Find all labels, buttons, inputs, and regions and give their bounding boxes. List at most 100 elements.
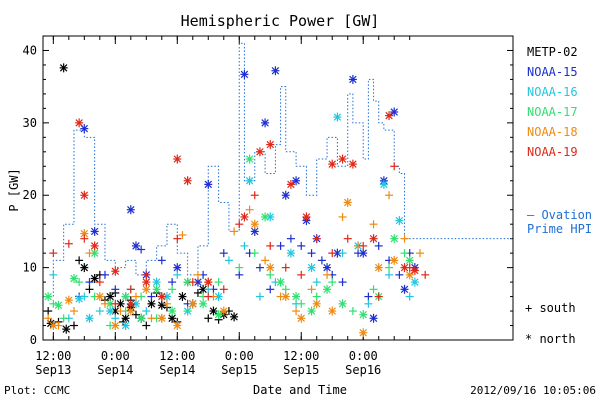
south-marker [137, 245, 146, 254]
north-marker [59, 63, 68, 73]
south-marker [400, 249, 409, 258]
footer-credit: Plot: CCMC [4, 384, 70, 397]
north-marker [173, 321, 182, 331]
south-marker [235, 270, 244, 279]
north-marker [369, 313, 378, 323]
south-marker [307, 249, 316, 258]
south-marker [385, 263, 394, 272]
legend-entry-noaa-19: NOAA-19 [527, 145, 578, 159]
south-marker [286, 234, 295, 243]
north-marker [281, 292, 290, 302]
south-marker [100, 299, 109, 308]
south-marker [85, 249, 94, 258]
south-marker [390, 162, 399, 171]
south-marker [111, 314, 120, 323]
south-marker [348, 307, 357, 316]
y-axis-label: P [GW] [7, 168, 21, 211]
north-marker [266, 263, 275, 273]
south-marker [338, 249, 347, 258]
north-marker [271, 66, 280, 76]
south-marker [369, 220, 378, 229]
north-marker [266, 140, 275, 150]
north-marker [188, 299, 197, 309]
south-marker [261, 256, 270, 265]
south-marker [235, 220, 244, 229]
south-marker [69, 307, 78, 316]
north-marker [193, 277, 202, 287]
south-marker [230, 227, 239, 236]
x-tick-label-date: Sep14 [97, 363, 133, 377]
north-marker [219, 306, 228, 316]
north-marker [276, 277, 285, 287]
x-tick-label-date: Sep15 [221, 363, 257, 377]
north-marker [157, 292, 166, 302]
north-marker [307, 263, 316, 273]
south-marker [168, 285, 177, 294]
north-marker [323, 263, 332, 273]
south-marker [44, 314, 53, 323]
south-marker [276, 241, 285, 250]
north-marker [49, 321, 58, 331]
south-marker [224, 256, 233, 265]
legend-entry-noaa-15: NOAA-15 [527, 65, 578, 79]
south-marker [204, 292, 213, 301]
north-marker [69, 273, 78, 283]
north-marker [410, 277, 419, 287]
plot-area [42, 35, 514, 341]
south-marker [131, 310, 140, 319]
x-tick-label-date: Sep16 [345, 363, 381, 377]
south-marker [240, 241, 249, 250]
north-marker [261, 118, 270, 128]
north-marker [209, 306, 218, 316]
south-marker [400, 234, 409, 243]
south-marker [281, 263, 290, 272]
south-marker [266, 270, 275, 279]
north-marker [64, 295, 73, 305]
north-marker [75, 294, 84, 304]
south-marker [116, 307, 125, 316]
north-marker [302, 212, 311, 222]
north-marker [121, 292, 130, 302]
north-marker [157, 313, 166, 323]
south-marker [44, 307, 53, 316]
y-axis: 0 10 20 30 40 [23, 43, 513, 347]
south-marker [307, 285, 316, 294]
north-marker [173, 263, 182, 273]
south-marker [328, 249, 337, 258]
south-marker [312, 234, 321, 243]
north-marker [85, 313, 94, 323]
south-marker [421, 270, 430, 279]
south-marker [374, 241, 383, 250]
north-marker [390, 234, 399, 244]
south-marker [369, 285, 378, 294]
north-marker [245, 154, 254, 164]
legend-entry-metp-02: METP-02 [527, 45, 578, 59]
north-marker [168, 306, 177, 316]
north-marker [240, 212, 249, 222]
north-marker [286, 179, 295, 189]
north-marker [307, 306, 316, 316]
y-tick-label: 20 [23, 188, 37, 202]
south-marker [188, 278, 197, 287]
south-marker [312, 292, 321, 301]
south-marker [193, 270, 202, 279]
north-marker [359, 248, 368, 258]
north-marker [111, 321, 120, 331]
north-marker [405, 270, 414, 280]
south-marker [266, 241, 275, 250]
south-marker [49, 249, 58, 258]
north-marker [410, 266, 419, 276]
ovation-label-line2: Prime HPI [527, 222, 592, 236]
north-marker [292, 292, 301, 302]
north-marker [292, 176, 301, 186]
north-marker [75, 118, 84, 128]
satellite-markers [44, 63, 430, 338]
north-marker [126, 205, 135, 215]
north-marker [126, 299, 135, 309]
north-marker [95, 292, 104, 302]
south-marker [59, 314, 68, 323]
north-marker [286, 248, 295, 258]
north-marker [390, 107, 399, 117]
north-marker [131, 241, 140, 251]
ovation-label-line1: – Ovation [527, 208, 592, 222]
